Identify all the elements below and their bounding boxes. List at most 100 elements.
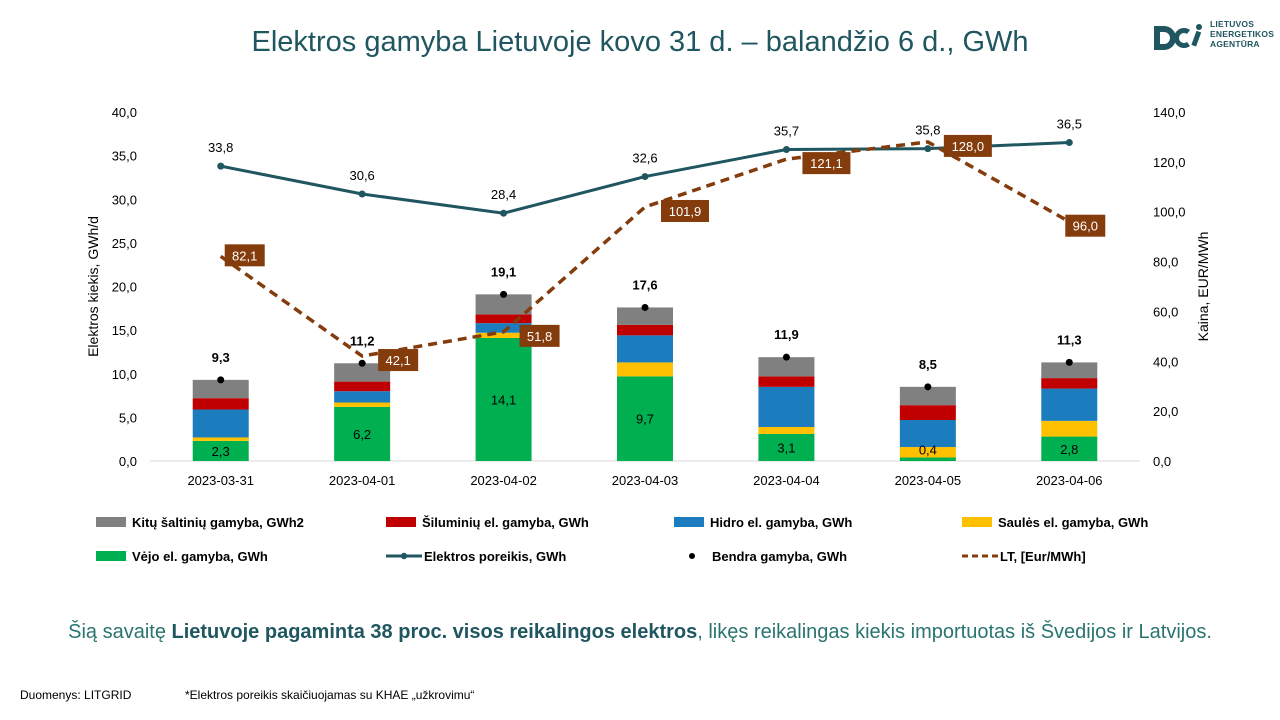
logo-text: LIETUVOS ENERGETIKOS AGENTŪRA [1210, 19, 1274, 49]
demand-label: 28,4 [491, 187, 516, 202]
y-tick-label: 0,0 [119, 454, 137, 469]
legend-label-solar: Saulės el. gamyba, GWh [998, 514, 1149, 530]
y-tick-label: 40,0 [112, 105, 137, 120]
legend-item-demand: Elektros poreikis, GWh [386, 546, 566, 566]
legend: Kitų šaltinių gamyba, GWh2 Šiluminių el.… [96, 512, 1196, 572]
price-label-box [519, 324, 560, 347]
bar-thermal [899, 405, 956, 420]
legend-swatch-wind [96, 551, 126, 561]
x-tick-label: 2023-04-03 [612, 473, 679, 488]
legend-item-price: LT, [Eur/MWh] [962, 546, 1086, 566]
price-label-box [224, 244, 265, 267]
summary-post: , likęs reikalingas kiekis importuotas i… [697, 621, 1212, 643]
y-tick-label: 15,0 [112, 323, 137, 338]
y-tick-label: 30,0 [112, 192, 137, 207]
total-point [782, 353, 790, 361]
y-axis-title: Elektros kiekis, GWh/d [85, 216, 101, 357]
bar-label-wind: 6,2 [353, 427, 371, 442]
logo-mark-icon [1154, 24, 1202, 50]
bar-thermal [617, 324, 673, 336]
bar-solar [1041, 420, 1098, 437]
bar-solar [475, 332, 532, 338]
bar-hydro [758, 386, 815, 427]
legend-swatch-other [96, 517, 126, 527]
summary-pre: Šią savaitę [68, 621, 172, 643]
total-label: 17,6 [632, 277, 657, 292]
demand-label: 35,7 [774, 124, 799, 139]
legend-label-total: Bendra gamyba, GWh [712, 548, 848, 564]
bar-wind [899, 457, 956, 461]
bar-wind [192, 440, 249, 461]
price-label: 128,0 [952, 139, 985, 154]
demand-point [1065, 139, 1073, 147]
price-label-box [1065, 214, 1106, 237]
legend-item-total: Bendra gamyba, GWh [674, 546, 847, 566]
logo: LIETUVOS ENERGETIKOS AGENTŪRA [1150, 18, 1274, 62]
total-label: 19,1 [491, 264, 516, 279]
price-label: 101,9 [669, 204, 702, 219]
bar-label-wind: 2,3 [212, 444, 230, 459]
demand-label: 33,8 [208, 140, 233, 155]
chart-canvas: 0,0 5,0 10,0 15,0 20,0 25,0 30,0 35,0 40,0 0,0 20,… [85, 105, 1211, 488]
total-label: 9,3 [212, 350, 230, 365]
bar-label-wind: 3,1 [777, 440, 795, 455]
legend-swatch-price [962, 554, 998, 558]
summary-bold: Lietuvoje pagaminta 38 proc. visos reika… [171, 621, 698, 643]
bar-other [192, 379, 249, 399]
total-label: 8,5 [919, 357, 937, 372]
bar-solar [617, 362, 673, 377]
total-label: 11,3 [1057, 332, 1082, 347]
x-tick-label: 2023-04-04 [753, 473, 820, 488]
bar-wind [758, 433, 815, 461]
logo-line-2: ENERGETIKOS [1210, 29, 1275, 39]
total-label: 11,2 [350, 333, 375, 348]
price-label-box [661, 199, 709, 222]
bar-other [334, 363, 391, 382]
bar-hydro [334, 391, 391, 403]
bar-hydro [899, 419, 956, 448]
bar-thermal [475, 314, 532, 324]
bar-other [1041, 362, 1098, 379]
legend-item-other: Kitų šaltinių gamyba, GWh2 [96, 512, 304, 532]
y-tick-label: 5,0 [119, 410, 137, 425]
demand-point [924, 145, 932, 153]
price-label: 96,0 [1073, 219, 1098, 234]
y-right-tick-label: 120,0 [1153, 155, 1186, 170]
total-point [500, 290, 508, 298]
legend-label-other: Kitų šaltinių gamyba, GWh2 [132, 514, 304, 530]
bar-wind [334, 406, 391, 461]
legend-label-wind: Vėjo el. gamyba, GWh [132, 548, 268, 564]
demand-label: 36,5 [1057, 117, 1082, 132]
legend-swatch-solar [962, 517, 992, 527]
y-right-tick-label: 80,0 [1153, 255, 1178, 270]
bar-hydro [475, 323, 532, 333]
y-right-tick-label: 20,0 [1153, 404, 1178, 419]
bar-thermal [334, 381, 391, 392]
demand-point [641, 173, 649, 181]
legend-label-demand: Elektros poreikis, GWh [424, 548, 567, 564]
bar-other [899, 386, 956, 406]
y-right-tick-label: 100,0 [1153, 205, 1186, 220]
legend-label-thermal: Šiluminių el. gamyba, GWh [422, 514, 589, 530]
legend-item-solar: Saulės el. gamyba, GWh [962, 512, 1148, 532]
demand-point [358, 190, 366, 198]
bar-hydro [617, 335, 673, 363]
y-right-tick-label: 0,0 [1153, 454, 1171, 469]
footer-note: *Elektros poreikis skaičiuojamas su KHAE… [185, 688, 475, 702]
y-right-tick-label: 40,0 [1153, 354, 1178, 369]
footer-source: Duomenys: LITGRID [20, 688, 132, 702]
bar-other [758, 357, 815, 377]
y-tick-label: 10,0 [112, 367, 137, 382]
bar-thermal [758, 376, 815, 387]
legend-swatch-hydro [674, 517, 704, 527]
bar-label-wind: 14,1 [491, 392, 516, 407]
price-line [219, 140, 1071, 358]
legend-item-hydro: Hidro el. gamyba, GWh [674, 512, 852, 532]
bar-wind [1041, 436, 1098, 461]
y-tick-label: 35,0 [112, 149, 137, 164]
demand-label: 30,6 [349, 168, 374, 183]
legend-label-price: LT, [Eur/MWh] [1000, 548, 1086, 564]
bar-wind [475, 337, 532, 461]
bar-other [475, 294, 532, 315]
bar-thermal [1041, 378, 1098, 389]
